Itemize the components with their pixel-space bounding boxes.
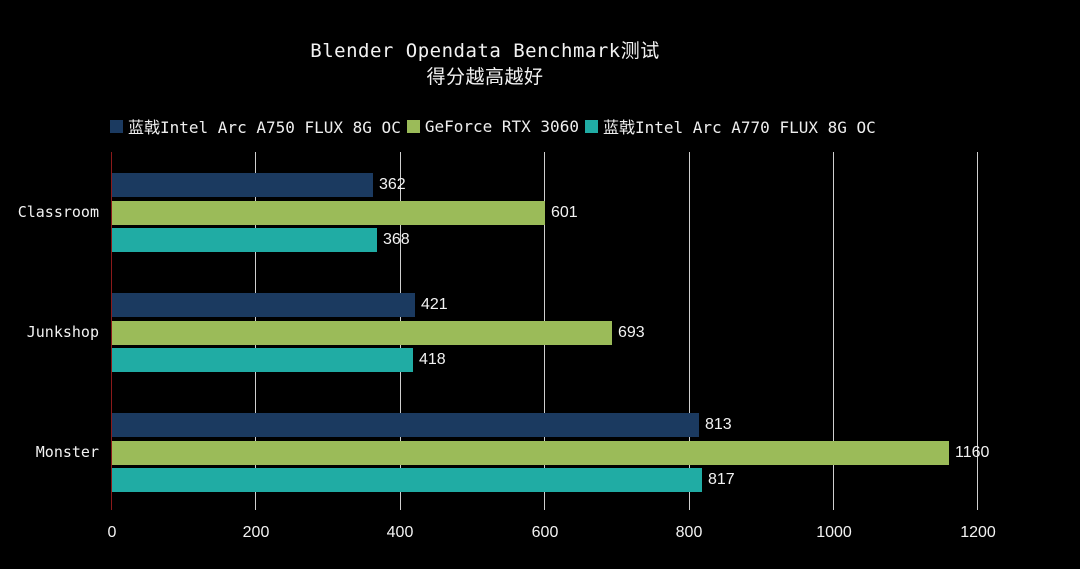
bar-classroom-a750 bbox=[112, 173, 373, 197]
legend-swatch-rtx3060 bbox=[406, 119, 420, 133]
legend-item-rtx3060: GeForce RTX 3060 bbox=[406, 116, 579, 136]
bar-classroom-a770 bbox=[112, 228, 377, 252]
legend-label-a750: 蓝戟Intel Arc A750 FLUX 8G OC bbox=[128, 118, 401, 137]
value-label: 421 bbox=[421, 296, 448, 313]
legend-label-a770: 蓝戟Intel Arc A770 FLUX 8G OC bbox=[602, 118, 876, 137]
legend-item-a750: 蓝戟Intel Arc A750 FLUX 8G OC bbox=[110, 114, 401, 138]
plot-area: 362 601 368 421 693 418 813 1160 817 bbox=[111, 152, 989, 510]
bar-classroom-rtx3060 bbox=[112, 201, 545, 225]
bar-junkshop-rtx3060 bbox=[112, 321, 612, 345]
value-label: 1160 bbox=[955, 444, 990, 461]
bar-monster-rtx3060 bbox=[112, 441, 949, 465]
x-tick-200: 200 bbox=[242, 524, 270, 541]
legend-swatch-a770 bbox=[584, 119, 598, 133]
gridline-1200 bbox=[977, 152, 978, 510]
bar-monster-a770 bbox=[112, 468, 702, 492]
bar-junkshop-a770 bbox=[112, 348, 413, 372]
category-label-classroom: Classroom bbox=[17, 203, 99, 221]
value-label: 693 bbox=[618, 324, 645, 341]
x-tick-0: 0 bbox=[107, 524, 117, 541]
chart-title: Blender Opendata Benchmark测试 得分越高越好 bbox=[0, 38, 970, 90]
legend-label-rtx3060: GeForce RTX 3060 bbox=[424, 116, 579, 136]
category-label-monster: Monster bbox=[35, 443, 99, 461]
chart-title-line1: Blender Opendata Benchmark测试 bbox=[310, 40, 660, 62]
legend-item-a770: 蓝戟Intel Arc A770 FLUX 8G OC bbox=[584, 114, 876, 138]
bar-junkshop-a750 bbox=[112, 293, 415, 317]
chart-title-line2: 得分越高越好 bbox=[426, 66, 544, 88]
value-label: 362 bbox=[379, 176, 406, 193]
chart-legend: 蓝戟Intel Arc A750 FLUX 8G OC GeForce RTX … bbox=[110, 114, 882, 138]
category-label-junkshop: Junkshop bbox=[26, 323, 99, 341]
gridline-1000 bbox=[833, 152, 834, 510]
x-tick-1200: 1200 bbox=[960, 524, 996, 541]
value-label: 601 bbox=[551, 204, 578, 221]
gridline-800 bbox=[689, 152, 690, 510]
value-label: 368 bbox=[383, 231, 410, 248]
legend-swatch-a750 bbox=[110, 119, 123, 133]
x-tick-600: 600 bbox=[531, 524, 559, 541]
x-tick-400: 400 bbox=[386, 524, 414, 541]
value-label: 813 bbox=[705, 416, 732, 433]
y-axis-line bbox=[111, 152, 112, 510]
x-tick-1000: 1000 bbox=[816, 524, 852, 541]
bar-monster-a750 bbox=[112, 413, 699, 437]
x-tick-800: 800 bbox=[675, 524, 703, 541]
value-label: 817 bbox=[708, 471, 735, 488]
value-label: 418 bbox=[419, 351, 446, 368]
